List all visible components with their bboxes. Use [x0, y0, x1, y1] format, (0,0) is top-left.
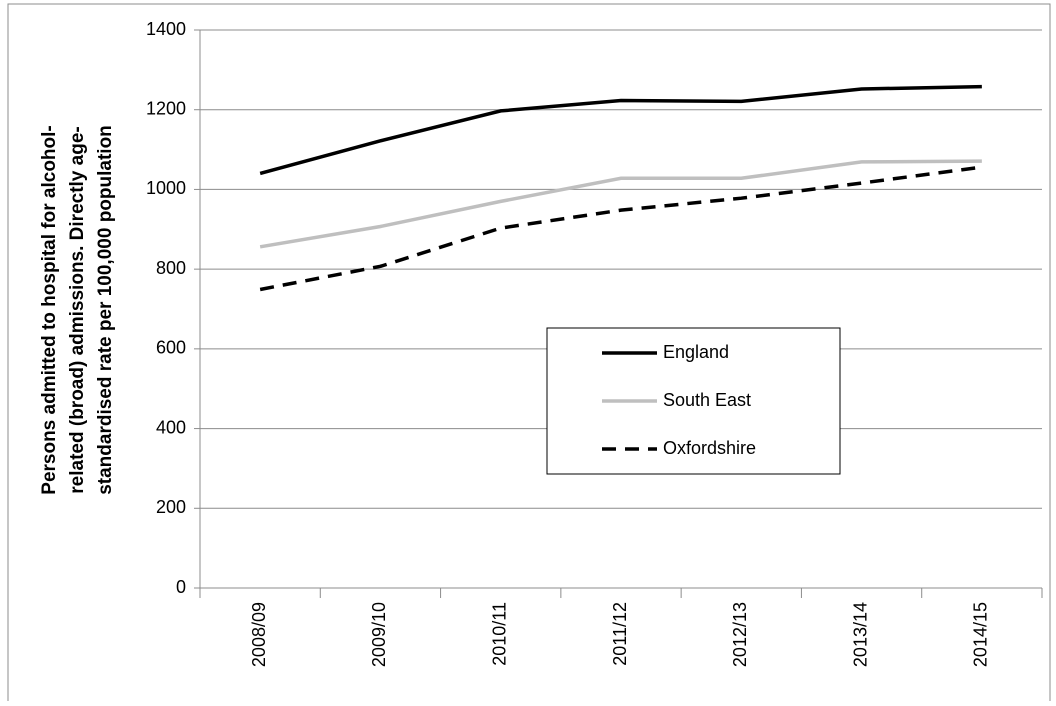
- y-axis-label: related (broad) admissions. Directly age…: [67, 126, 88, 493]
- y-tick-label: 0: [176, 577, 186, 597]
- x-tick-label: 2014/15: [971, 602, 991, 667]
- x-tick-label: 2011/12: [610, 602, 630, 666]
- chart-frame: [7, 3, 1051, 705]
- y-tick-label: 1200: [146, 98, 186, 118]
- y-tick-label: 200: [156, 497, 186, 517]
- y-axis-label: standardised rate per 100,000 population: [95, 125, 116, 495]
- series-line: [259, 84, 982, 176]
- legend-label: South East: [663, 390, 751, 410]
- legend-label: England: [663, 342, 729, 362]
- series-line: [259, 159, 982, 249]
- legend-label: Oxfordshire: [663, 438, 756, 458]
- y-tick-label: 400: [156, 417, 186, 437]
- x-tick-label: 2013/14: [850, 602, 870, 667]
- x-tick-label: 2008/09: [249, 602, 269, 667]
- y-tick-label: 1400: [146, 19, 186, 39]
- y-tick-label: 800: [156, 258, 186, 278]
- series-line: [259, 165, 983, 292]
- y-tick-label: 1000: [146, 178, 186, 198]
- x-tick-label: 2009/10: [369, 602, 389, 667]
- legend-box: [546, 327, 841, 475]
- x-tick-label: 2010/11: [489, 602, 509, 666]
- y-axis-label: Persons admitted to hospital for alcohol…: [39, 125, 60, 494]
- y-tick-label: 600: [156, 338, 186, 358]
- x-tick-label: 2012/13: [730, 602, 750, 667]
